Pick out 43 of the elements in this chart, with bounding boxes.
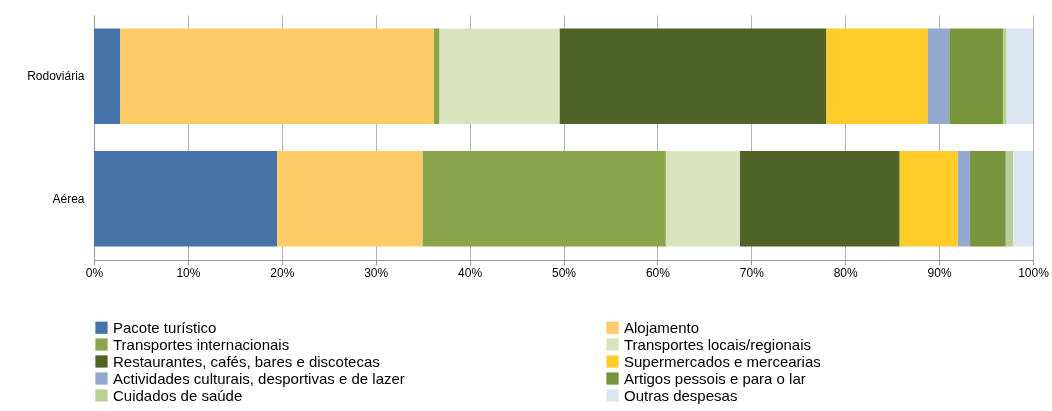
bar bbox=[1005, 150, 1014, 247]
bar bbox=[439, 28, 560, 125]
bar bbox=[949, 28, 1003, 125]
bar bbox=[559, 28, 827, 125]
bar bbox=[277, 150, 423, 247]
x-tick-label: 50% bbox=[551, 265, 577, 280]
legend-label: Actividades culturais, desportivas e de lazer bbox=[113, 369, 405, 387]
legend-label: Artigos pessois e para o lar bbox=[624, 369, 806, 387]
bar bbox=[826, 28, 928, 125]
bar bbox=[1002, 28, 1007, 125]
legend-label: Restaurantes, cafés, bares e discotecas bbox=[113, 352, 380, 370]
x-tick-label: 60% bbox=[645, 265, 671, 280]
x-tick-label: 70% bbox=[739, 265, 765, 280]
legend-label: Pacote turístico bbox=[113, 318, 217, 336]
x-tick-label: 10% bbox=[176, 265, 201, 280]
legend-label: Supermercados e mercearias bbox=[624, 352, 821, 370]
bar bbox=[899, 150, 958, 247]
bar bbox=[1013, 150, 1033, 247]
legend-label: Transportes locais/regionais bbox=[624, 335, 812, 353]
bar bbox=[927, 28, 950, 125]
x-tick-label: 0% bbox=[85, 265, 104, 280]
y-tick-label: Aérea bbox=[52, 191, 85, 206]
bar bbox=[120, 28, 434, 125]
x-tick-label: 40% bbox=[458, 265, 483, 280]
x-tick-label: 30% bbox=[364, 265, 389, 280]
bar bbox=[422, 150, 666, 247]
legend-label: Cuidados de saúde bbox=[113, 386, 243, 404]
legend-label: Alojamento bbox=[624, 318, 700, 336]
x-tick-label: 90% bbox=[927, 265, 952, 280]
legend-label: Outras despesas bbox=[624, 386, 738, 404]
bar bbox=[94, 150, 278, 247]
bar bbox=[94, 28, 121, 125]
legend-label: Transportes internacionais bbox=[113, 335, 290, 353]
x-tick-label: 100% bbox=[1018, 265, 1050, 280]
bar bbox=[665, 150, 741, 247]
bar bbox=[957, 150, 971, 247]
bar bbox=[433, 28, 440, 125]
x-tick-label: 80% bbox=[833, 265, 859, 280]
bar bbox=[970, 150, 1006, 247]
y-tick-label: Rodoviária bbox=[27, 69, 85, 84]
bar bbox=[1006, 28, 1033, 125]
x-tick-label: 20% bbox=[270, 265, 295, 280]
bar bbox=[740, 150, 900, 247]
